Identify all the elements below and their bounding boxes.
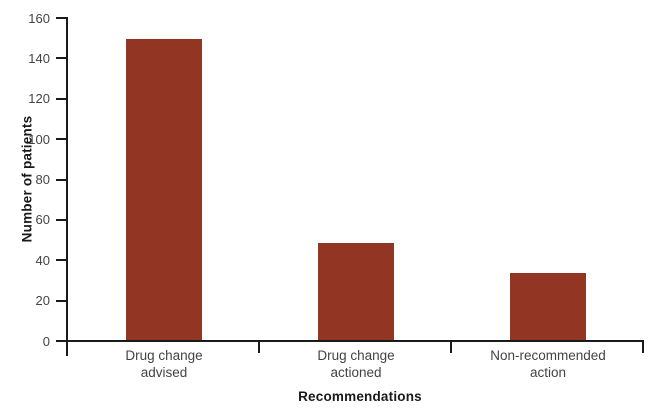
- x-axis-tick: [642, 341, 644, 353]
- x-axis-tick: [450, 341, 452, 353]
- y-tick-label: 60: [35, 212, 50, 228]
- y-axis-tick: [56, 299, 66, 302]
- x-axis-title: Recommendations: [298, 389, 422, 404]
- bar: [510, 273, 586, 340]
- x-category-label: Drug change advised: [125, 348, 203, 380]
- y-tick-label: 40: [35, 252, 50, 268]
- y-tick-label: 80: [35, 172, 50, 187]
- y-tick-label: 0: [42, 333, 50, 349]
- y-axis-tick: [56, 178, 66, 181]
- x-category-label: Drug change actioned: [317, 348, 395, 380]
- y-axis-line: [66, 17, 68, 356]
- y-tick-label: 160: [28, 10, 50, 26]
- y-axis-tick: [56, 218, 66, 221]
- bar: [318, 243, 394, 340]
- bar: [126, 39, 202, 340]
- x-category-label: Non-recommended action: [490, 348, 606, 380]
- y-tick-label: 120: [28, 91, 50, 107]
- y-axis-tick: [56, 17, 66, 19]
- y-tick-label: 140: [28, 50, 50, 66]
- y-tick-label: 20: [35, 293, 50, 309]
- y-axis-tick: [56, 259, 66, 262]
- y-axis-tick: [56, 57, 66, 60]
- x-axis-line: [66, 340, 644, 342]
- y-axis-tick: [56, 138, 66, 141]
- y-axis-tick: [56, 97, 66, 100]
- x-axis-tick: [258, 341, 260, 353]
- y-axis-tick: [56, 340, 66, 342]
- y-tick-label: 100: [28, 131, 50, 147]
